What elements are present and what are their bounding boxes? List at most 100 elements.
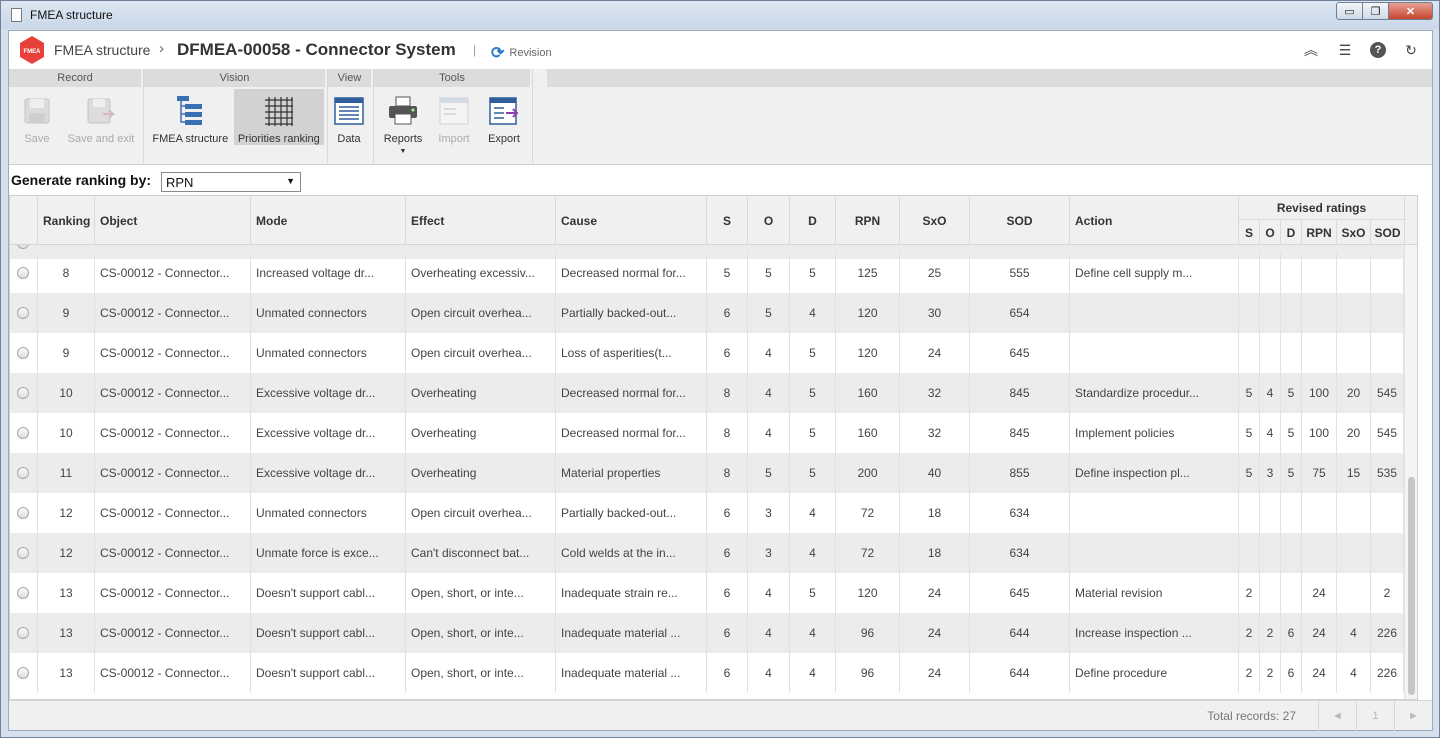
header-action[interactable]: Action bbox=[1070, 196, 1239, 245]
ranking-table: Ranking Object Mode Effect Cause S O D R… bbox=[9, 195, 1418, 700]
cell-rpn: 125 bbox=[836, 253, 900, 293]
cell-mode: Unmated connectors bbox=[251, 293, 406, 333]
header-rpn[interactable]: RPN bbox=[836, 196, 900, 245]
header-revised-sod[interactable]: SOD bbox=[1371, 220, 1405, 245]
row-radio[interactable] bbox=[17, 387, 29, 399]
header-revised-d[interactable]: D bbox=[1281, 220, 1302, 245]
cell-action: Define cell supply m... bbox=[1070, 253, 1239, 293]
ribbon-group-view: View Data bbox=[328, 69, 374, 165]
cell-revised-sod bbox=[1371, 253, 1404, 293]
save-and-exit-button[interactable]: Save and exit bbox=[62, 89, 140, 145]
row-radio[interactable] bbox=[17, 245, 29, 249]
cell-action: Increase inspection ... bbox=[1070, 613, 1239, 653]
cell-o: 4 bbox=[748, 653, 790, 693]
prev-page-button[interactable]: ◄ bbox=[1318, 701, 1356, 731]
table-body: 8 CS-00012 - Connector... Increased voltag… bbox=[10, 245, 1404, 699]
revision-label: Revision bbox=[509, 47, 552, 59]
page-number[interactable]: 1 bbox=[1356, 701, 1394, 731]
ribbon-group-title: View bbox=[328, 69, 373, 87]
table-row[interactable]: 13 CS-00012 - Connector... Doesn't support… bbox=[10, 613, 1404, 653]
header-select bbox=[10, 196, 38, 245]
fmea-structure-button[interactable]: FMEA structure bbox=[147, 89, 234, 145]
header-d[interactable]: D bbox=[790, 196, 836, 245]
breadcrumb-root[interactable]: FMEA structure bbox=[54, 42, 151, 58]
cell-o: 5 bbox=[748, 253, 790, 293]
vertical-scrollbar[interactable] bbox=[1404, 245, 1417, 699]
row-radio[interactable] bbox=[17, 307, 29, 319]
cell-object: CS-00012 - Connector... bbox=[95, 653, 251, 693]
data-button[interactable]: Data bbox=[328, 89, 370, 145]
header-revised-o[interactable]: O bbox=[1260, 220, 1281, 245]
table-row[interactable]: 11 CS-00012 - Connector... Excessive volta… bbox=[10, 453, 1404, 493]
minimize-button[interactable]: ▭ bbox=[1336, 2, 1363, 20]
help-icon[interactable]: ? bbox=[1370, 42, 1386, 58]
table-row[interactable]: 12 CS-00012 - Connector... Unmated connect… bbox=[10, 493, 1404, 533]
priorities-ranking-button[interactable]: Priorities ranking bbox=[233, 89, 324, 145]
cell-revised-sod: 226 bbox=[1371, 613, 1404, 653]
ranking-select-value: RPN bbox=[166, 175, 194, 190]
cell-s: 8 bbox=[707, 453, 748, 493]
header-revised-s[interactable]: S bbox=[1239, 220, 1260, 245]
cell-ranking: 9 bbox=[38, 333, 95, 373]
row-radio[interactable] bbox=[17, 547, 29, 559]
row-radio[interactable] bbox=[17, 587, 29, 599]
header-cause[interactable]: Cause bbox=[556, 196, 707, 245]
header-ranking[interactable]: Ranking bbox=[38, 196, 95, 245]
row-radio[interactable] bbox=[17, 347, 29, 359]
cell-revised-rpn: 24 bbox=[1302, 573, 1337, 613]
cell-select bbox=[10, 573, 38, 613]
ranking-select[interactable]: RPN ▼ bbox=[161, 172, 301, 192]
header-revised-rpn[interactable]: RPN bbox=[1302, 220, 1337, 245]
cell-rpn: 160 bbox=[836, 413, 900, 453]
header-revised-sxo[interactable]: SxO bbox=[1337, 220, 1371, 245]
table-row[interactable]: 9 CS-00012 - Connector... Unmated connecto… bbox=[10, 333, 1404, 373]
table-row[interactable]: 8 CS-00012 - Connector... Increased voltag… bbox=[10, 253, 1404, 293]
table-row[interactable]: 10 CS-00012 - Connector... Excessive volta… bbox=[10, 413, 1404, 453]
table-row[interactable]: 13 CS-00012 - Connector... Doesn't support… bbox=[10, 653, 1404, 693]
row-radio[interactable] bbox=[17, 467, 29, 479]
collapse-up-icon[interactable]: ︽ bbox=[1304, 42, 1318, 58]
cell-revised-sod: 545 bbox=[1371, 373, 1404, 413]
table-row[interactable]: 9 CS-00012 - Connector... Unmated connecto… bbox=[10, 293, 1404, 333]
header-mode[interactable]: Mode bbox=[251, 196, 406, 245]
header-sod[interactable]: SOD bbox=[970, 196, 1070, 245]
close-button[interactable]: ✕ bbox=[1388, 2, 1433, 20]
import-button[interactable]: Import bbox=[429, 89, 479, 145]
revision-button[interactable]: ⟳ Revision bbox=[491, 43, 552, 63]
cell-mode: Excessive voltage dr... bbox=[251, 373, 406, 413]
cell-object: CS-00012 - Connector... bbox=[95, 613, 251, 653]
cell-object: CS-00012 - Connector... bbox=[95, 453, 251, 493]
header-object[interactable]: Object bbox=[95, 196, 251, 245]
header-effect[interactable]: Effect bbox=[406, 196, 556, 245]
cell-action: Define inspection pl... bbox=[1070, 453, 1239, 493]
cell-effect: Open, short, or inte... bbox=[406, 653, 556, 693]
cell-mode: Unmated connectors bbox=[251, 333, 406, 373]
cell-revised-d: 5 bbox=[1281, 413, 1302, 453]
next-page-button[interactable]: ► bbox=[1394, 701, 1432, 731]
header-o[interactable]: O bbox=[748, 196, 790, 245]
reports-button[interactable]: Reports ▼ bbox=[377, 89, 429, 155]
table-row[interactable]: 13 CS-00012 - Connector... Doesn't support… bbox=[10, 573, 1404, 613]
header-s[interactable]: S bbox=[707, 196, 748, 245]
scrollbar-thumb[interactable] bbox=[1408, 477, 1415, 695]
row-radio[interactable] bbox=[17, 667, 29, 679]
cell-action bbox=[1070, 293, 1239, 333]
refresh-icon[interactable]: ↻ bbox=[1405, 41, 1417, 58]
cell-ranking: 13 bbox=[38, 573, 95, 613]
row-radio[interactable] bbox=[17, 267, 29, 279]
table-row[interactable]: 10 CS-00012 - Connector... Excessive volta… bbox=[10, 373, 1404, 413]
save-button[interactable]: Save bbox=[12, 89, 62, 145]
ranking-label: Generate ranking by: bbox=[11, 172, 152, 188]
row-radio[interactable] bbox=[17, 507, 29, 519]
row-radio[interactable] bbox=[17, 627, 29, 639]
cell-rpn: 160 bbox=[836, 373, 900, 413]
cell-effect: Open, short, or inte... bbox=[406, 613, 556, 653]
cell-o: 4 bbox=[748, 613, 790, 653]
row-radio[interactable] bbox=[17, 427, 29, 439]
header-sxo[interactable]: SxO bbox=[900, 196, 970, 245]
list-icon[interactable]: ☰ bbox=[1338, 41, 1352, 58]
table-row[interactable]: 12 CS-00012 - Connector... Unmate force is… bbox=[10, 533, 1404, 573]
export-button[interactable]: Export bbox=[479, 89, 529, 145]
cell-revised-s: 2 bbox=[1239, 573, 1260, 613]
restore-button[interactable]: ❐ bbox=[1362, 2, 1389, 20]
